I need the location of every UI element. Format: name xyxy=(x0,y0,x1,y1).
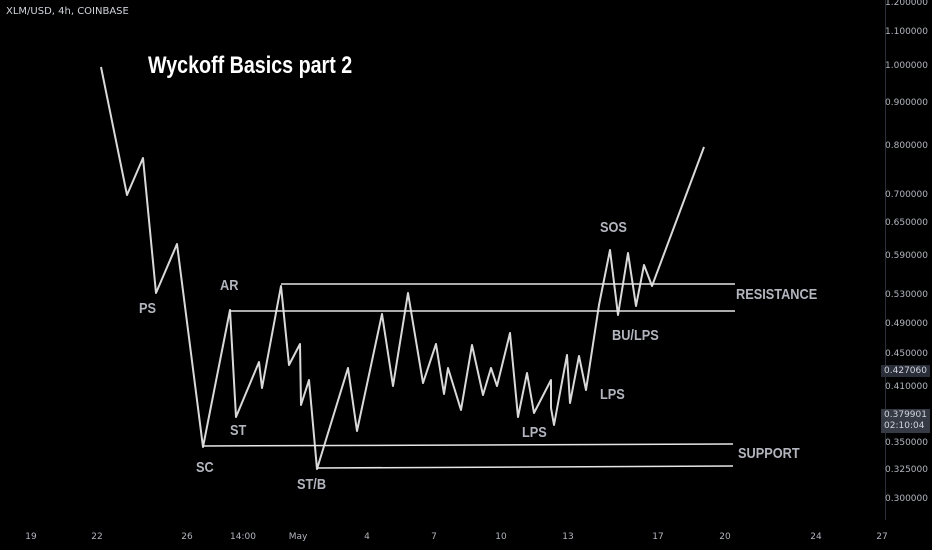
price-tick: 0.700000 xyxy=(885,190,928,200)
price-axis[interactable]: 1.200000 1.100000 1.000000 0.900000 0.80… xyxy=(881,0,932,520)
time-tick: May xyxy=(288,532,308,542)
cursor-price-tag: 0.379901 02:10:04 xyxy=(881,409,930,433)
time-tick: 19 xyxy=(25,532,37,542)
price-tick: 0.650000 xyxy=(885,218,928,228)
label-lps-2: LPS xyxy=(600,386,625,403)
label-ar: AR xyxy=(220,277,239,294)
price-tick: 0.590000 xyxy=(885,251,928,261)
label-ps: PS xyxy=(139,300,157,317)
label-resistance: RESISTANCE xyxy=(736,286,818,303)
time-tick: 17 xyxy=(652,532,664,542)
price-tick: 0.530000 xyxy=(885,290,928,300)
symbol-header[interactable]: XLM/USD, 4h, COINBASE xyxy=(6,6,129,17)
price-tick: 0.325000 xyxy=(885,465,928,475)
price-path xyxy=(100,66,705,470)
price-tick: 1.100000 xyxy=(885,27,928,37)
time-tick: 13 xyxy=(562,532,574,542)
price-tick: 0.800000 xyxy=(885,141,928,151)
label-stb: ST/B xyxy=(297,476,327,493)
support-line-upper xyxy=(202,443,734,447)
cursor-time: 02:10:04 xyxy=(884,421,925,431)
time-tick: 10 xyxy=(495,532,507,542)
time-axis[interactable]: 19 22 26 14:00 May 4 7 10 13 17 20 24 27 xyxy=(0,528,888,550)
price-tick: 0.490000 xyxy=(885,319,928,329)
time-tick: 24 xyxy=(810,532,822,542)
label-support: SUPPORT xyxy=(738,445,800,462)
time-tick: 4 xyxy=(364,532,370,542)
label-st: ST xyxy=(230,422,247,439)
time-tick: 26 xyxy=(181,532,193,542)
label-lps-1: LPS xyxy=(522,424,547,441)
price-tick: 0.410000 xyxy=(885,382,928,392)
price-tick: 1.000000 xyxy=(885,61,928,71)
time-tick: 27 xyxy=(876,532,888,542)
cursor-price: 0.379901 xyxy=(884,410,927,420)
price-tick: 0.900000 xyxy=(885,98,928,108)
time-tick: 20 xyxy=(719,532,731,542)
price-tick: 0.350000 xyxy=(885,438,928,448)
time-tick: 14:00 xyxy=(230,532,256,542)
price-tick: 0.450000 xyxy=(885,349,928,359)
support-line-lower xyxy=(316,465,734,469)
label-sc: SC xyxy=(196,459,214,476)
label-bu-lps: BU/LPS xyxy=(612,327,659,344)
time-tick: 22 xyxy=(91,532,103,542)
price-tick: 1.200000 xyxy=(885,0,928,8)
price-tick: 0.300000 xyxy=(885,494,928,504)
chart-title: Wyckoff Basics part 2 xyxy=(148,52,353,79)
time-tick: 7 xyxy=(431,532,437,542)
current-price-tag: 0.427060 xyxy=(881,365,930,377)
label-sos: SOS xyxy=(600,219,627,236)
